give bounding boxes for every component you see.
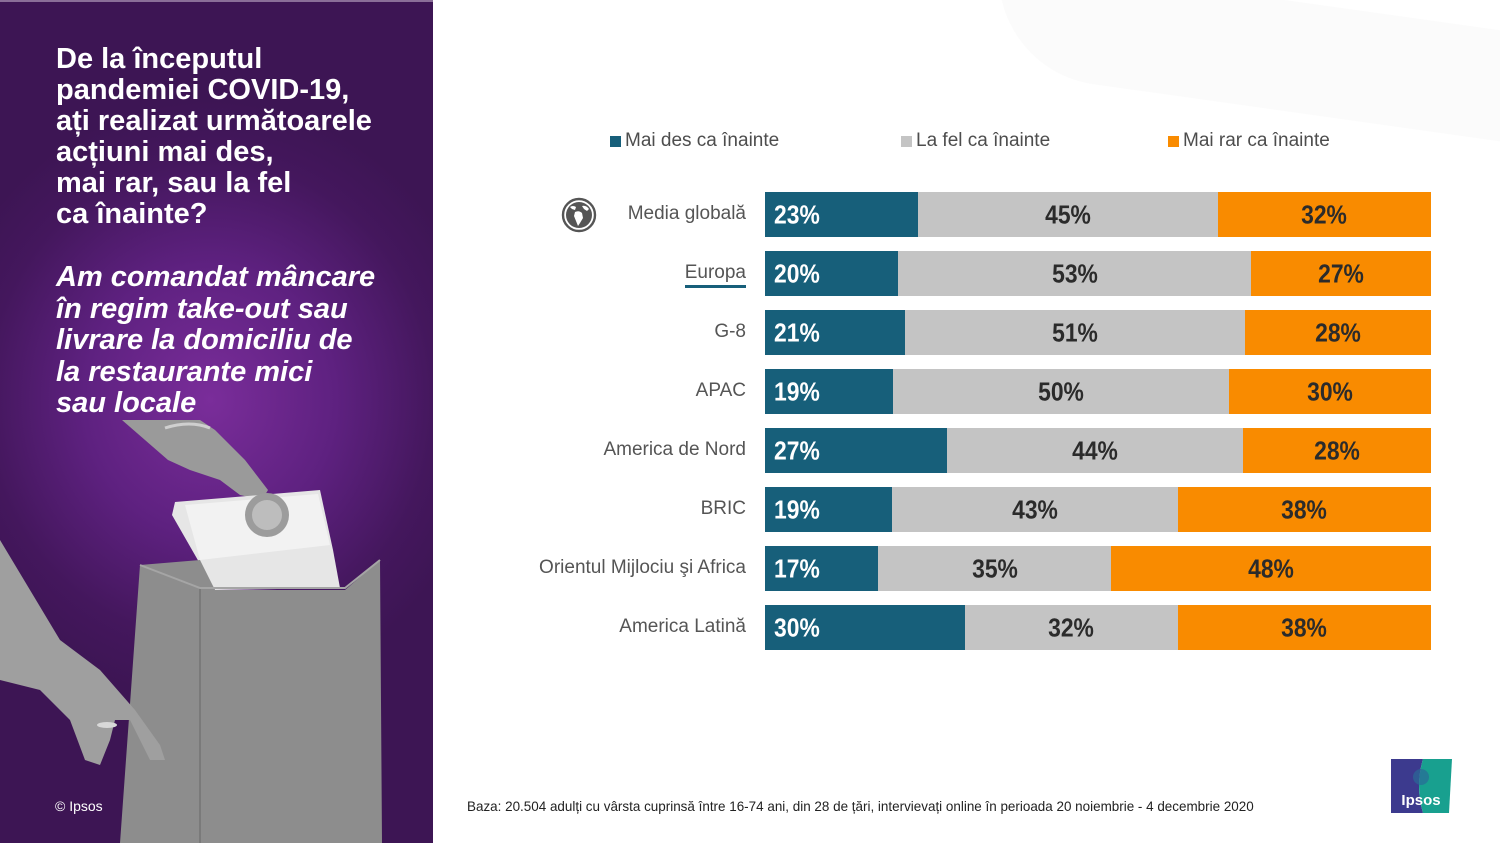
category-label: Orientul Mijlociu şi Africa [539, 557, 746, 578]
bar-segment-less: 48% [1111, 546, 1431, 591]
bar-row: 30% 32% 38% [765, 605, 1431, 650]
bar-segment-less: 28% [1244, 310, 1431, 355]
bar-row: 17% 35% 48% [765, 546, 1431, 591]
takeout-bag-photo [0, 420, 382, 843]
category-label: APAC [695, 380, 746, 401]
globe-icon [561, 197, 597, 233]
bar-segment-less: 32% [1217, 192, 1431, 237]
survey-statement: Am comandat mâncare în regim take-out sa… [56, 261, 376, 419]
data-label: 27% [774, 435, 820, 465]
data-label: 30% [774, 612, 820, 642]
bar-segment-more: 20% [765, 251, 899, 296]
data-label: 51% [1051, 317, 1098, 347]
data-label: 28% [1313, 435, 1360, 465]
bar-segment-more: 23% [765, 192, 919, 237]
ipsos-logo: Ipsos [1391, 759, 1452, 813]
bar-segment-more: 21% [765, 310, 905, 355]
data-label: 20% [774, 258, 820, 288]
bar-segment-same: 53% [898, 251, 1252, 296]
data-label: 27% [1318, 258, 1364, 288]
category-label: America de Nord [603, 439, 746, 460]
data-label: 48% [1248, 553, 1295, 583]
bar-segment-same: 51% [904, 310, 1245, 355]
chart-legend: Mai des ca înainte La fel ca înainte Mai… [0, 130, 1500, 154]
legend-label: Mai des ca înainte [625, 130, 780, 151]
bar-segment-same: 35% [878, 546, 1112, 591]
data-label: 50% [1038, 376, 1084, 406]
bar-segment-same: 43% [891, 487, 1178, 532]
bar-segment-same: 45% [918, 192, 1218, 237]
data-label: 43% [1011, 494, 1058, 524]
bar-segment-more: 19% [765, 487, 892, 532]
legend-swatch-more-often [610, 136, 621, 147]
bar-row: 27% 44% 28% [765, 428, 1431, 473]
legend-swatch-same [901, 136, 912, 147]
bar-segment-more: 30% [765, 605, 965, 650]
data-label: 19% [774, 494, 820, 524]
bar-segment-more: 27% [765, 428, 947, 473]
bar-segment-less: 28% [1242, 428, 1431, 473]
bar-segment-same: 50% [892, 369, 1230, 414]
left-panel: De la începutul pandemiei COVID-19, ați … [0, 0, 433, 843]
bar-row: 21% 51% 28% [765, 310, 1431, 355]
legend-item-same: La fel ca înainte [901, 130, 1050, 152]
category-label: America Latină [619, 616, 746, 637]
legend-swatch-less-often [1168, 136, 1179, 147]
legend-item-less-often: Mai rar ca înainte [1168, 130, 1330, 152]
data-label: 28% [1314, 317, 1361, 347]
data-label: 35% [971, 553, 1018, 583]
bar-row: 20% 53% 27% [765, 251, 1431, 296]
base-footnote: Baza: 20.504 adulți cu vârsta cuprinsă î… [467, 798, 1254, 814]
category-label: Europa [684, 262, 746, 288]
bar-segment-same: 44% [946, 428, 1243, 473]
bar-segment-less: 38% [1177, 487, 1431, 532]
bar-row: 19% 43% 38% [765, 487, 1431, 532]
bar-row: 23% 45% 32% [765, 192, 1431, 237]
survey-question: De la începutul pandemiei COVID-19, ați … [56, 43, 372, 230]
data-label: 32% [1048, 612, 1095, 642]
data-label: 23% [774, 199, 820, 229]
data-label: 30% [1307, 376, 1353, 406]
data-label: 32% [1301, 199, 1348, 229]
legend-item-more-often: Mai des ca înainte [610, 130, 779, 152]
category-label: BRIC [700, 498, 746, 519]
data-label: 53% [1051, 258, 1098, 288]
legend-label: La fel ca înainte [916, 130, 1051, 151]
bar-segment-less: 30% [1229, 369, 1431, 414]
data-label: 44% [1071, 435, 1118, 465]
legend-label: Mai rar ca înainte [1183, 130, 1330, 151]
bar-segment-more: 19% [765, 369, 893, 414]
bar-segment-less: 38% [1177, 605, 1431, 650]
bar-segment-less: 27% [1251, 251, 1431, 296]
bar-segment-more: 17% [765, 546, 879, 591]
data-label: 21% [774, 317, 820, 347]
category-label: G-8 [714, 321, 746, 342]
data-label: 38% [1281, 494, 1328, 524]
category-label: Media globală [627, 203, 746, 224]
bar-segment-same: 32% [964, 605, 1178, 650]
copyright-text: © Ipsos [55, 798, 103, 814]
data-label: 17% [774, 553, 820, 583]
data-label: 19% [774, 376, 820, 406]
data-label: 38% [1281, 612, 1328, 642]
ipsos-logo-text: Ipsos [1401, 792, 1440, 809]
bar-row: 19% 50% 30% [765, 369, 1431, 414]
data-label: 45% [1045, 199, 1091, 229]
